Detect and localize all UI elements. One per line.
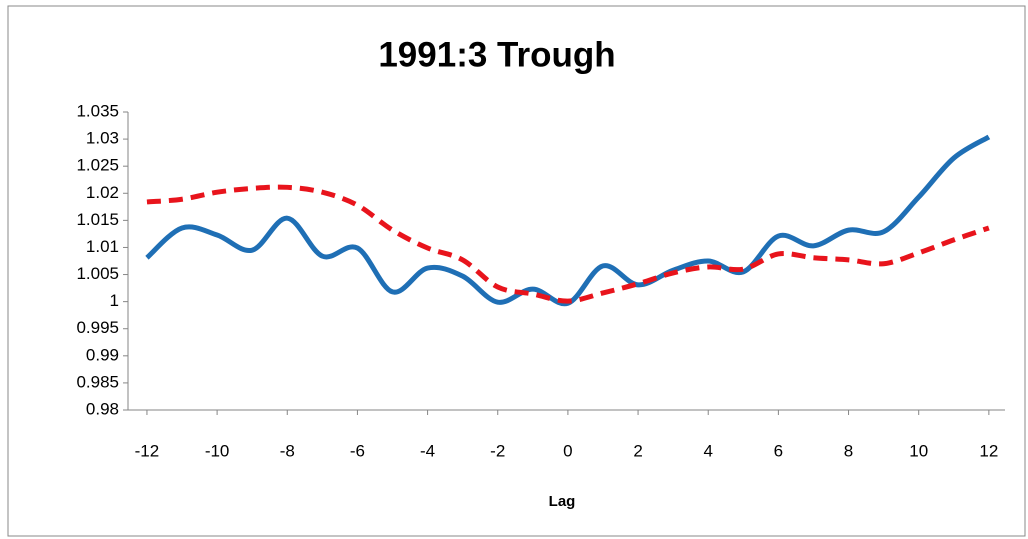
x-tick-label: 6 bbox=[774, 441, 783, 460]
y-tick-label: 1.025 bbox=[76, 156, 119, 175]
x-tick-label: 4 bbox=[703, 441, 712, 460]
chart-title: 1991:3 Trough bbox=[378, 35, 615, 74]
y-tick-label: 1 bbox=[110, 291, 119, 310]
x-tick-label: 12 bbox=[979, 441, 998, 460]
y-tick-label: 1.01 bbox=[86, 237, 119, 256]
x-tick-label: 8 bbox=[844, 441, 853, 460]
x-tick-label: -6 bbox=[350, 441, 365, 460]
x-tick-label: 10 bbox=[909, 441, 928, 460]
y-tick-label: 0.995 bbox=[76, 318, 119, 337]
y-tick-label: 1.02 bbox=[86, 183, 119, 202]
x-tick-label: -12 bbox=[135, 441, 160, 460]
x-tick-label: -8 bbox=[280, 441, 295, 460]
x-tick-label: 2 bbox=[633, 441, 642, 460]
y-tick-label: 1.03 bbox=[86, 129, 119, 148]
x-tick-label: -10 bbox=[205, 441, 230, 460]
y-tick-label: 0.99 bbox=[86, 345, 119, 364]
x-tick-label: -2 bbox=[490, 441, 505, 460]
x-tick-label: 0 bbox=[563, 441, 572, 460]
chart-frame bbox=[7, 5, 1026, 537]
y-tick-label: 1.035 bbox=[76, 101, 119, 120]
x-tick-label: -4 bbox=[420, 441, 435, 460]
y-tick-label: 0.98 bbox=[86, 399, 119, 418]
y-tick-label: 1.005 bbox=[76, 264, 119, 283]
y-tick-label: 1.015 bbox=[76, 210, 119, 229]
y-tick-label: 0.985 bbox=[76, 372, 119, 391]
x-axis-label: Lag bbox=[549, 493, 576, 510]
data-line bbox=[146, 184, 990, 304]
